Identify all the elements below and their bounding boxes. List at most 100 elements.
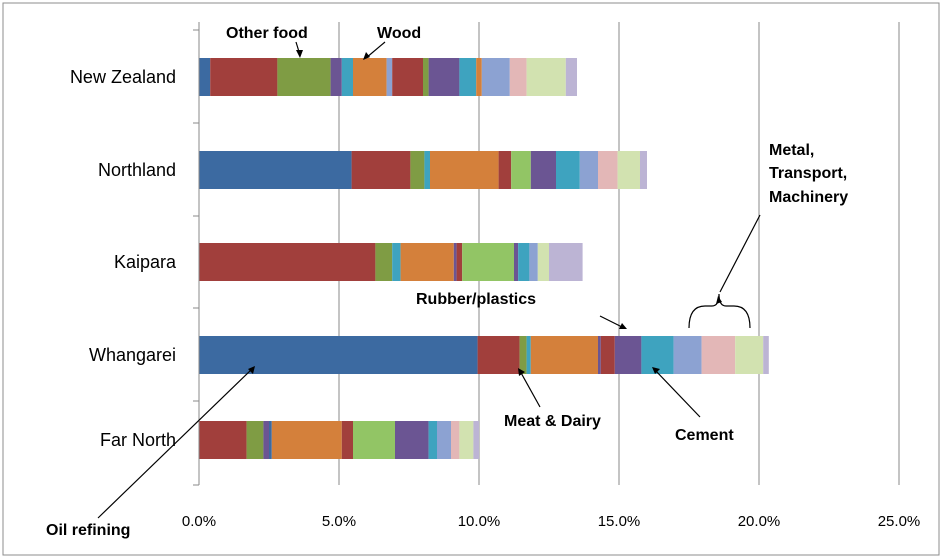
bar-segment xyxy=(210,58,278,96)
annotation-metal-line3: Machinery xyxy=(769,189,848,206)
x-tick-label: 15.0% xyxy=(598,513,641,530)
bar-segment xyxy=(509,58,527,96)
brace-metal xyxy=(688,293,751,329)
bar-segment xyxy=(392,58,423,96)
bar-segment xyxy=(263,421,269,459)
bar-segment xyxy=(518,243,530,281)
bar-segment xyxy=(395,421,429,459)
arrow-metal xyxy=(719,214,761,293)
bar-segment xyxy=(526,336,531,374)
bar-segment xyxy=(556,151,580,189)
category-label: Far North xyxy=(100,430,176,450)
bar-segment xyxy=(473,421,479,459)
arrow-wood xyxy=(365,41,386,59)
category-labels: New Zealand Northland Kaipara Whangarei Far … xyxy=(70,67,177,450)
bar-segment xyxy=(330,58,342,96)
bar-segment xyxy=(549,243,583,281)
bar-segment xyxy=(641,336,674,374)
arrow-cement xyxy=(654,369,701,418)
bar-segment xyxy=(392,243,401,281)
bar-segment xyxy=(476,58,482,96)
bar-segment xyxy=(617,151,640,189)
bar-segment xyxy=(511,151,531,189)
bar-segment xyxy=(481,58,510,96)
bar-segments xyxy=(199,58,769,459)
x-tick-label: 20.0% xyxy=(738,513,781,530)
bar-segment xyxy=(353,421,395,459)
bar-segment xyxy=(386,58,393,96)
bar-segment xyxy=(428,58,460,96)
bar-segment xyxy=(456,243,463,281)
bar-segment xyxy=(423,58,429,96)
bar-segment xyxy=(598,151,618,189)
x-tick-label: 0.0% xyxy=(182,513,216,530)
bar-segment xyxy=(529,243,538,281)
y-axis-ticks xyxy=(193,29,199,486)
bar-segment xyxy=(565,58,577,96)
annotation-meat-dairy: Meat & Dairy xyxy=(504,413,601,430)
bar-segment xyxy=(424,151,430,189)
bar-segment xyxy=(514,243,519,281)
bar-segment xyxy=(410,151,425,189)
bar-segment xyxy=(199,336,478,374)
category-label: Kaipara xyxy=(114,252,177,272)
x-tick-labels: 0.0% 5.0% 10.0% 15.0% 20.0% 25.0% xyxy=(182,513,920,530)
annotations: Other food Wood Metal, Transport, Machin… xyxy=(46,25,848,539)
bar-segment xyxy=(199,243,376,281)
bar-segment xyxy=(341,58,353,96)
bar-segment xyxy=(375,243,393,281)
annotation-wood: Wood xyxy=(377,25,421,42)
bar-segment xyxy=(246,421,264,459)
annotation-oil-refining: Oil refining xyxy=(46,522,130,539)
bar-segment xyxy=(341,421,353,459)
bar-segment xyxy=(537,243,549,281)
annotation-other-food: Other food xyxy=(226,25,308,42)
bar-segment xyxy=(526,58,566,96)
bar-segment xyxy=(269,421,272,459)
x-tick-label: 10.0% xyxy=(458,513,501,530)
bar-segment xyxy=(701,336,736,374)
bar-segment xyxy=(451,421,460,459)
bar-segment xyxy=(673,336,702,374)
bar-segment xyxy=(459,421,474,459)
bar-segment xyxy=(351,151,411,189)
bar-segment xyxy=(763,336,769,374)
bar-segment xyxy=(519,336,527,374)
arrow-meat-dairy xyxy=(519,370,541,408)
bar-segment xyxy=(199,421,247,459)
bar-segment xyxy=(530,336,598,374)
bar-segment xyxy=(199,151,352,189)
bar-segment xyxy=(735,336,764,374)
bar-segment xyxy=(271,421,342,459)
bar-segment xyxy=(477,336,520,374)
bar-segment xyxy=(614,336,642,374)
category-label: Northland xyxy=(98,160,176,180)
bar-segment xyxy=(498,151,512,189)
bar-segment xyxy=(530,151,556,189)
arrow-rubber xyxy=(599,315,625,329)
category-label: Whangarei xyxy=(89,345,176,365)
bar-segment xyxy=(462,243,514,281)
annotation-rubber-plastics: Rubber/plastics xyxy=(416,291,536,308)
bar-segment xyxy=(600,336,615,374)
bar-segment xyxy=(277,58,331,96)
bar-segment xyxy=(459,58,477,96)
annotation-metal-line1: Metal, xyxy=(769,142,814,159)
x-tick-label: 25.0% xyxy=(878,513,921,530)
bar-segment xyxy=(430,151,499,189)
bar-segment xyxy=(199,58,211,96)
bar-segment xyxy=(428,421,437,459)
bar-segment xyxy=(640,151,647,189)
bar-segment xyxy=(579,151,598,189)
bar-segment xyxy=(598,336,601,374)
bar-segment xyxy=(453,243,457,281)
annotation-cement: Cement xyxy=(675,427,734,444)
bar-segment xyxy=(400,243,454,281)
x-tick-label: 5.0% xyxy=(322,513,356,530)
category-label: New Zealand xyxy=(70,67,176,87)
bar-segment xyxy=(437,421,451,459)
bar-segment xyxy=(353,58,387,96)
annotation-metal-line2: Transport, xyxy=(769,165,847,182)
arrow-oil-refining xyxy=(97,368,253,519)
